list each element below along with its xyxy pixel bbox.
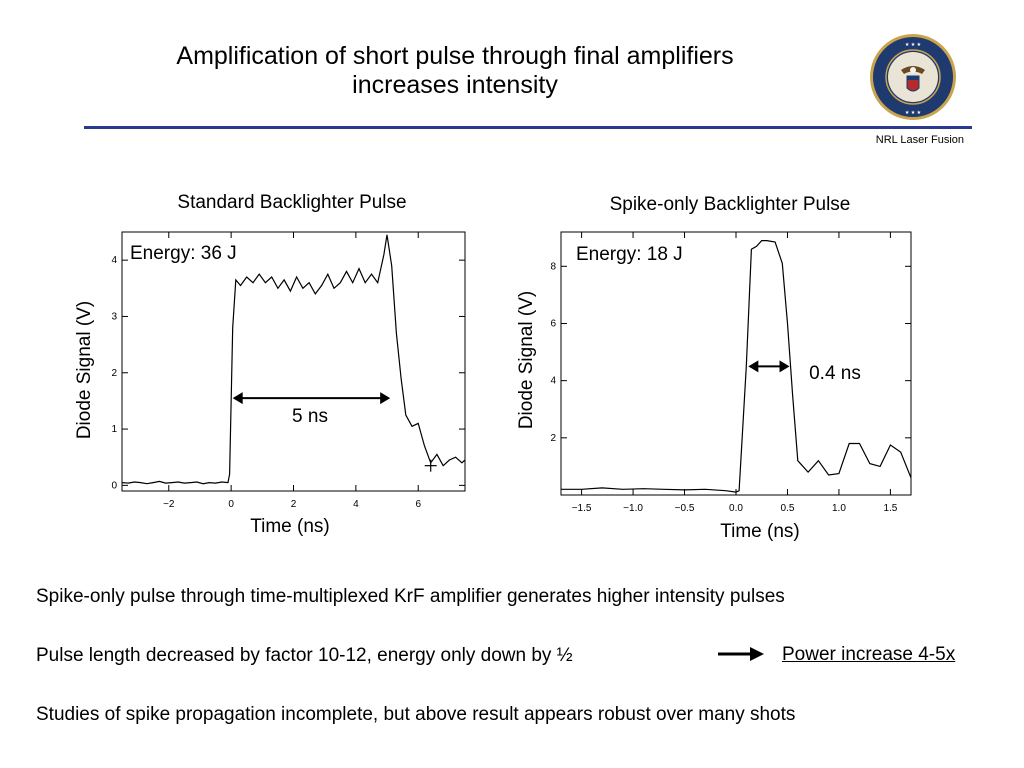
bullet-3: Studies of spike propagation incomplete,…	[36, 704, 796, 725]
plot-frame	[121, 231, 466, 492]
y-tick-label: 8	[550, 261, 556, 272]
x-tick-label: 6	[415, 499, 421, 510]
y-tick-label: 2	[111, 368, 117, 379]
result-label: Power increase 4-5x	[782, 644, 956, 665]
x-axis-label: Time (ns)	[250, 516, 330, 537]
y-axis-label: Diode Signal (V)	[516, 291, 537, 429]
chart-1-title: Standard Backlighter Pulse	[177, 192, 407, 213]
y-tick-label: 0	[111, 480, 117, 491]
title-line-2: increases intensity	[352, 71, 558, 99]
y-tick-label: 4	[111, 255, 117, 266]
chart-1: −2 0 2 4 6 0 1 2 3 4 Time (ns) Diode Signal (V) Ener…	[74, 231, 466, 537]
width-arrow-head-left	[232, 392, 243, 405]
x-tick-label: 1.0	[832, 503, 846, 514]
bullet-1: Spike-only pulse through time-multiplexe…	[36, 586, 785, 607]
svg-text:★ ★ ★: ★ ★ ★	[905, 42, 922, 48]
x-tick-label: 0	[228, 499, 234, 510]
chart-2-title: Spike-only Backlighter Pulse	[609, 194, 851, 215]
x-tick-label: −2	[163, 499, 175, 510]
navy-seal-icon: ★ ★ ★ ★ ★ ★	[870, 34, 956, 120]
y-tick-label: 4	[550, 376, 556, 387]
series-line-1	[121, 234, 466, 485]
svg-text:★ ★ ★: ★ ★ ★	[905, 110, 922, 116]
title-line-1: Amplification of short pulse through fin…	[176, 42, 734, 70]
chart-2: −1.5 −1.0 −0.5 0.0 0.5 1.0 1.5 2 4 6 8 Time (ns) Dio…	[516, 231, 912, 542]
x-tick-label: 1.5	[883, 503, 897, 514]
y-tick-label: 2	[550, 433, 556, 444]
energy-annotation: Energy: 36 J	[130, 243, 237, 264]
page-title: Amplification of short pulse through fin…	[100, 42, 810, 100]
x-tick-label: −1.5	[572, 503, 592, 514]
energy-annotation: Energy: 18 J	[576, 244, 683, 265]
width-arrow-head-right	[779, 360, 790, 373]
x-tick-label: 2	[291, 499, 297, 510]
y-tick-label: 6	[550, 318, 556, 329]
series-line-1	[561, 240, 912, 493]
header-rule	[84, 126, 972, 129]
x-tick-label: 0.0	[729, 503, 743, 514]
bullet-2: Pulse length decreased by factor 10-12, …	[36, 645, 573, 666]
y-axis-label: Diode Signal (V)	[74, 301, 95, 439]
width-annotation: 0.4 ns	[809, 363, 861, 384]
width-arrow-head-right	[380, 392, 391, 405]
x-tick-label: −0.5	[675, 503, 695, 514]
x-tick-label: 4	[353, 499, 359, 510]
right-arrow-icon	[718, 647, 764, 661]
x-tick-label: 0.5	[781, 503, 795, 514]
width-arrow-head-left	[748, 360, 759, 373]
x-axis-label: Time (ns)	[720, 521, 800, 542]
width-annotation: 5 ns	[292, 406, 328, 427]
y-tick-label: 3	[111, 311, 117, 322]
org-label: NRL Laser Fusion	[875, 134, 964, 146]
y-tick-label: 1	[111, 424, 117, 435]
x-tick-label: −1.0	[623, 503, 643, 514]
